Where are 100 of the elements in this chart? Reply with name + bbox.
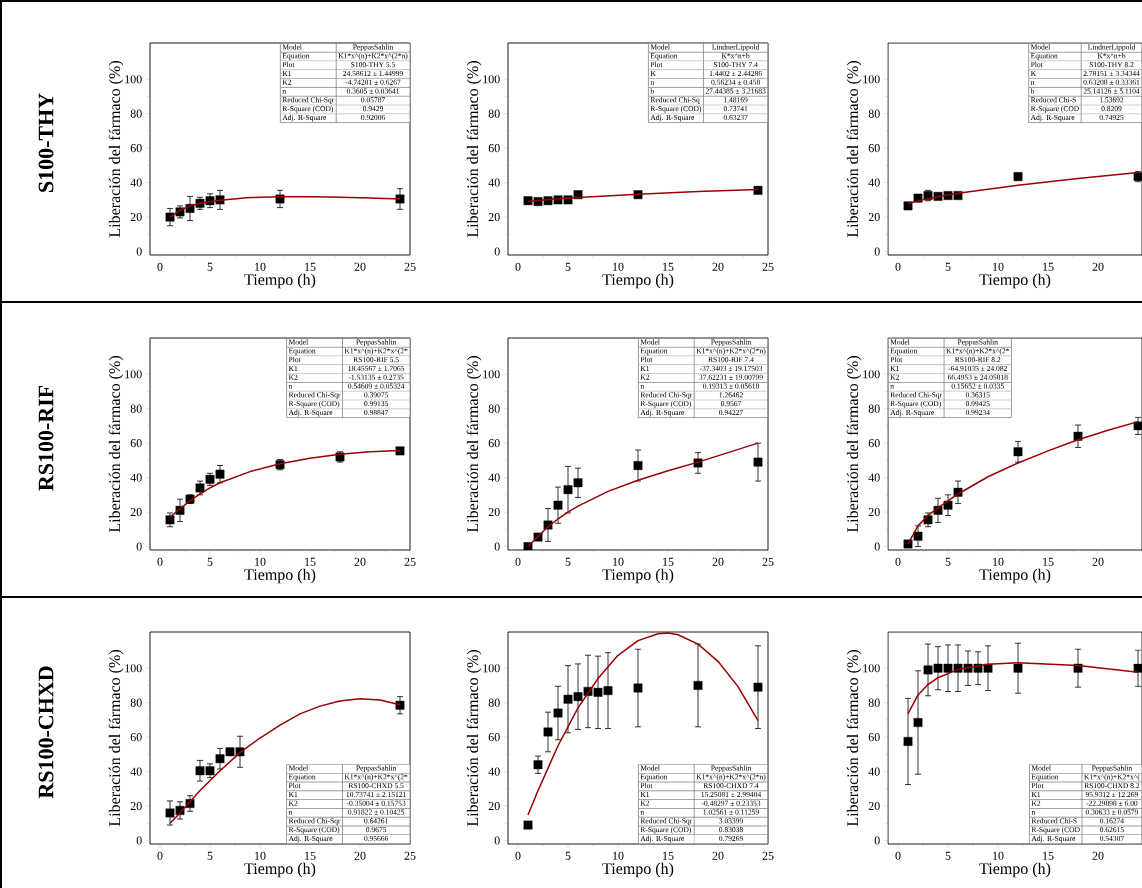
y-axis-title: Liberación del fármaco (%) — [466, 61, 482, 238]
y-axis-title: Liberación del fármaco (%) — [108, 356, 124, 533]
y-tick-label: 20 — [488, 802, 500, 811]
y-tick-label: 60 — [868, 733, 880, 742]
x-tick-label: 15 — [1043, 851, 1054, 860]
y-axis-title: Liberación del fármaco (%) — [108, 61, 124, 238]
x-tick-label: 5 — [565, 557, 571, 566]
x-tick-label: 20 — [354, 851, 366, 860]
x-tick-label: 15 — [663, 262, 674, 271]
x-tick-label: 0 — [895, 557, 901, 566]
x-tick-label: 20 — [1092, 557, 1104, 566]
x-axis-title: Tiempo (h) — [602, 568, 674, 584]
y-axis-title: Liberación del fármaco (%) — [846, 650, 862, 827]
x-axis-title: Tiempo (h) — [979, 273, 1051, 289]
y-tick-label: 20 — [130, 802, 142, 811]
y-tick-label: 40 — [488, 473, 500, 482]
y-tick-label: 0 — [136, 247, 142, 256]
y-tick-label: 80 — [868, 404, 880, 413]
text: RS100-RIF — [38, 385, 54, 491]
x-axis-title: Tiempo (h) — [244, 273, 316, 289]
x-tick-label: 10 — [613, 262, 624, 271]
x-axis-title: Tiempo (h) — [244, 862, 316, 878]
x-tick-label: 25 — [762, 557, 774, 566]
x-tick-label: 0 — [895, 262, 901, 271]
y-tick-label: 20 — [868, 802, 880, 811]
text: RS100-CHXD — [38, 666, 54, 799]
text: S100-THY — [38, 93, 54, 192]
x-tick-label: 20 — [712, 851, 724, 860]
y-tick-label: 60 — [130, 144, 142, 153]
y-tick-label: 100 — [863, 664, 880, 673]
y-tick-label: 40 — [868, 767, 880, 776]
y-tick-label: 40 — [488, 767, 500, 776]
y-tick-label: 60 — [488, 144, 500, 153]
y-axis-title: Liberación del fármaco (%) — [846, 61, 862, 238]
y-tick-label: 20 — [488, 508, 500, 517]
x-axis-title: Tiempo (h) — [244, 568, 316, 584]
y-tick-label: 20 — [130, 508, 142, 517]
x-tick-label: 5 — [207, 557, 213, 566]
x-tick-label: 0 — [515, 851, 521, 860]
y-tick-label: 0 — [494, 247, 500, 256]
y-tick-label: 40 — [488, 178, 500, 187]
y-tick-label: 40 — [130, 767, 142, 776]
y-tick-label: 20 — [488, 213, 500, 222]
y-tick-label: 80 — [130, 109, 142, 118]
x-tick-label: 25 — [404, 851, 416, 860]
x-tick-label: 15 — [305, 557, 316, 566]
x-tick-label: 15 — [1043, 262, 1054, 271]
x-tick-label: 20 — [1092, 262, 1104, 271]
y-tick-label: 40 — [868, 178, 880, 187]
x-tick-label: 5 — [565, 262, 571, 271]
x-tick-label: 15 — [305, 851, 316, 860]
y-tick-label: 80 — [130, 698, 142, 707]
x-tick-label: 5 — [945, 851, 951, 860]
x-tick-label: 0 — [157, 262, 163, 271]
y-tick-label: 100 — [483, 370, 500, 379]
x-axis-title: Tiempo (h) — [602, 273, 674, 289]
y-tick-label: 0 — [874, 542, 880, 551]
y-tick-label: 60 — [130, 733, 142, 742]
x-axis-title: Tiempo (h) — [979, 568, 1051, 584]
y-tick-label: 100 — [483, 75, 500, 84]
x-tick-label: 5 — [945, 557, 951, 566]
y-tick-label: 100 — [483, 664, 500, 673]
x-tick-label: 0 — [895, 851, 901, 860]
y-tick-label: 100 — [125, 75, 142, 84]
y-tick-label: 60 — [488, 733, 500, 742]
x-tick-label: 20 — [712, 557, 724, 566]
x-tick-label: 10 — [613, 851, 624, 860]
x-tick-label: 0 — [515, 262, 521, 271]
x-tick-label: 25 — [404, 262, 416, 271]
y-tick-label: 100 — [863, 370, 880, 379]
y-tick-label: 100 — [125, 664, 142, 673]
x-tick-label: 10 — [993, 851, 1004, 860]
y-tick-label: 100 — [125, 370, 142, 379]
y-axis-title: Liberación del fármaco (%) — [466, 356, 482, 533]
y-tick-label: 60 — [868, 439, 880, 448]
x-tick-label: 15 — [1043, 557, 1054, 566]
y-tick-label: 60 — [488, 439, 500, 448]
x-tick-label: 20 — [354, 557, 366, 566]
y-tick-label: 40 — [130, 178, 142, 187]
x-tick-label: 25 — [762, 262, 774, 271]
x-tick-label: 15 — [305, 262, 316, 271]
x-tick-label: 5 — [207, 851, 213, 860]
x-tick-label: 10 — [993, 557, 1004, 566]
y-tick-label: 0 — [136, 836, 142, 845]
y-tick-label: 40 — [868, 473, 880, 482]
x-tick-label: 0 — [157, 557, 163, 566]
y-tick-label: 40 — [130, 473, 142, 482]
x-tick-label: 0 — [157, 851, 163, 860]
y-tick-label: 20 — [868, 508, 880, 517]
x-tick-label: 15 — [663, 851, 674, 860]
y-tick-label: 80 — [488, 698, 500, 707]
y-tick-label: 60 — [130, 439, 142, 448]
y-tick-label: 0 — [494, 836, 500, 845]
y-tick-label: 100 — [863, 75, 880, 84]
x-tick-label: 15 — [663, 557, 674, 566]
y-tick-label: 0 — [136, 542, 142, 551]
y-axis-title: Liberación del fármaco (%) — [846, 356, 862, 533]
x-tick-label: 5 — [207, 262, 213, 271]
x-axis-title: Tiempo (h) — [602, 862, 674, 878]
x-tick-label: 25 — [404, 557, 416, 566]
